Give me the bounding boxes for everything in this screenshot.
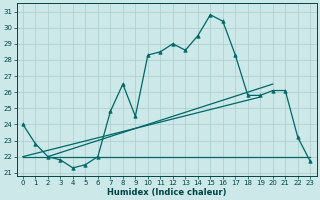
X-axis label: Humidex (Indice chaleur): Humidex (Indice chaleur) — [107, 188, 226, 197]
